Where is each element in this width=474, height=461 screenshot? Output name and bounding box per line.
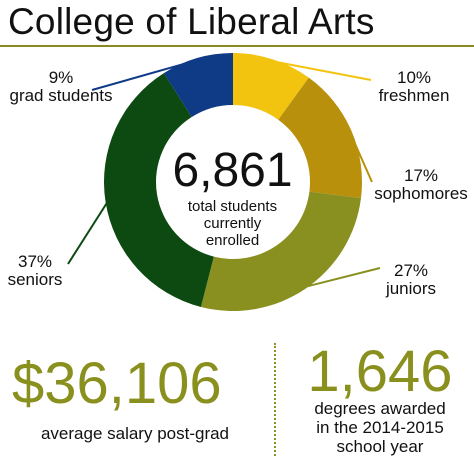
slice-freshmen	[233, 53, 309, 120]
label-grad-students: 9% grad students	[4, 69, 118, 105]
degrees-caption: degrees awarded in the 2014-2015 school …	[296, 399, 464, 456]
salary-caption: average salary post-grad	[40, 424, 230, 443]
total-students-value: 6,861	[172, 144, 293, 197]
title-underline	[0, 45, 474, 47]
center-line-3: enrolled	[205, 232, 260, 249]
salary-value: $36,106	[12, 351, 222, 416]
total-students-caption: total students currently enrolled	[145, 198, 320, 249]
slice-juniors	[200, 191, 361, 312]
degrees-value: 1,646	[307, 339, 453, 404]
label-sophomores-name: sophomores	[374, 184, 468, 203]
slice-grad-students	[163, 53, 233, 117]
label-sophomores-percent: 17%	[403, 166, 439, 185]
center-line-1: total students	[187, 198, 278, 215]
slice-sophomores	[278, 77, 362, 199]
label-freshmen-name: freshmen	[378, 86, 450, 105]
label-seniors: 37% seniors	[2, 253, 68, 289]
leader-line-seniors	[67, 201, 109, 265]
label-grad-students-percent: 9%	[48, 68, 74, 87]
label-grad-students-name: grad students	[9, 86, 113, 105]
degrees-caption-line-3: school year	[336, 437, 424, 456]
label-seniors-name: seniors	[7, 270, 63, 289]
leader-line-juniors	[304, 267, 381, 289]
label-juniors-name: juniors	[385, 279, 437, 298]
label-freshmen: 10% freshmen	[369, 69, 459, 105]
label-freshmen-percent: 10%	[396, 68, 432, 87]
stats-divider	[274, 343, 276, 456]
leader-line-sophomores	[348, 131, 373, 183]
degrees-caption-line-2: in the 2014-2015	[316, 418, 444, 437]
slice-seniors	[103, 73, 214, 307]
label-juniors: 27% juniors	[376, 262, 446, 298]
center-line-2: currently	[203, 215, 262, 232]
degrees-caption-line-1: degrees awarded	[314, 399, 446, 418]
label-seniors-percent: 37%	[17, 252, 53, 271]
page-title: College of Liberal Arts	[8, 1, 375, 42]
leader-line-grad-students	[91, 59, 198, 91]
enrollment-donut-chart	[67, 53, 381, 312]
label-sophomores: 17% sophomores	[368, 167, 474, 203]
label-juniors-percent: 27%	[393, 261, 429, 280]
leader-line-freshmen	[272, 60, 372, 81]
